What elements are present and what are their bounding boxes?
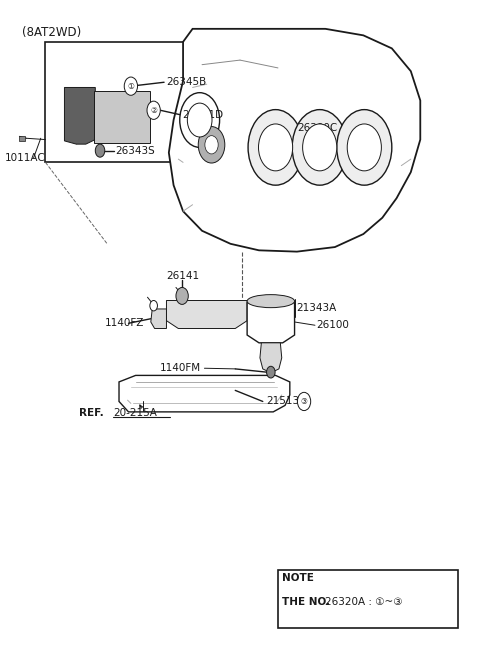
Circle shape <box>187 103 212 137</box>
Text: ②: ② <box>150 106 157 115</box>
Bar <box>46 42 283 162</box>
Text: ①: ① <box>128 81 134 91</box>
Circle shape <box>298 392 311 411</box>
Text: THE NO.: THE NO. <box>282 597 330 607</box>
Circle shape <box>266 367 275 378</box>
Text: (8AT2WD): (8AT2WD) <box>22 26 81 39</box>
Text: ③: ③ <box>300 397 308 406</box>
Circle shape <box>302 124 337 171</box>
Text: 26100: 26100 <box>316 320 349 330</box>
Polygon shape <box>260 343 282 373</box>
Text: 1140FM: 1140FM <box>159 363 201 373</box>
Text: NOTE: NOTE <box>282 574 313 583</box>
Text: 26343S: 26343S <box>116 146 156 156</box>
Text: REF.: REF. <box>79 408 103 419</box>
Circle shape <box>198 127 225 163</box>
Text: 26141: 26141 <box>167 271 200 281</box>
Circle shape <box>147 101 160 120</box>
Polygon shape <box>94 91 150 143</box>
Text: 1011AC: 1011AC <box>5 153 46 163</box>
Ellipse shape <box>247 294 295 307</box>
Polygon shape <box>169 29 420 252</box>
Circle shape <box>259 124 293 171</box>
Circle shape <box>337 110 392 185</box>
Text: 26320A : ①~③: 26320A : ①~③ <box>325 597 403 607</box>
Text: 21343A: 21343A <box>296 303 336 313</box>
Circle shape <box>292 110 347 185</box>
Text: 1140FZ: 1140FZ <box>105 318 144 328</box>
Circle shape <box>124 77 137 95</box>
Text: 26300C: 26300C <box>297 123 337 133</box>
Polygon shape <box>247 302 295 343</box>
Circle shape <box>176 288 188 304</box>
Circle shape <box>347 124 382 171</box>
Polygon shape <box>151 309 167 328</box>
Text: 21513A: 21513A <box>266 396 306 407</box>
Circle shape <box>180 93 219 147</box>
Circle shape <box>150 300 157 311</box>
Polygon shape <box>64 87 96 144</box>
Text: 20-215A: 20-215A <box>113 408 157 419</box>
Circle shape <box>96 144 105 157</box>
Polygon shape <box>119 375 290 412</box>
Polygon shape <box>167 300 247 328</box>
Bar <box>19 136 24 141</box>
Text: 26351D: 26351D <box>182 110 223 120</box>
Circle shape <box>248 110 303 185</box>
Circle shape <box>205 136 218 154</box>
FancyBboxPatch shape <box>278 570 458 628</box>
Text: 26345B: 26345B <box>167 78 207 87</box>
